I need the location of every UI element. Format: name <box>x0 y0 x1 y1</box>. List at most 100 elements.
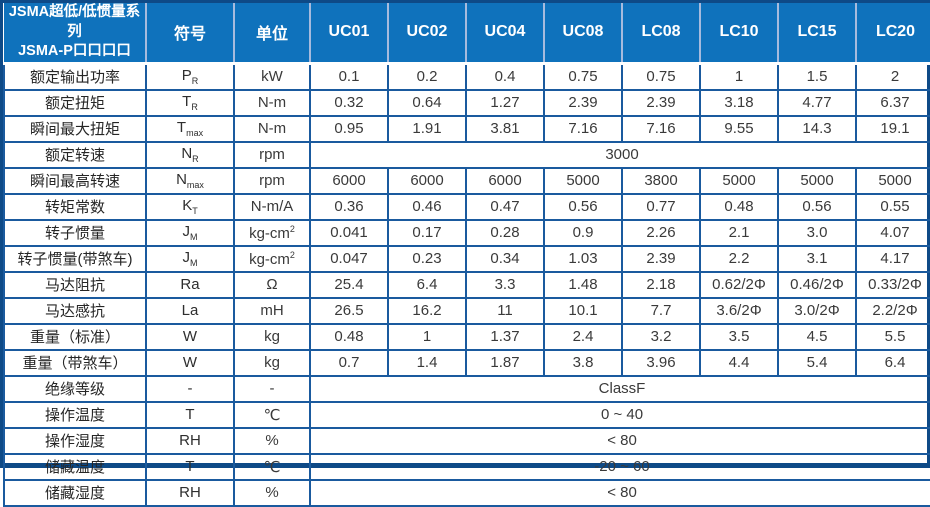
value-cell: 0.33/2Φ <box>855 270 930 299</box>
unit-cell: kg-cm2 <box>233 244 311 273</box>
value-cell: 2.4 <box>543 322 623 351</box>
value-cell: 0.77 <box>621 192 701 221</box>
value-cell: 0.47 <box>465 192 545 221</box>
symbol-text: W <box>182 354 198 372</box>
symbol-cell: Nmax <box>145 166 235 195</box>
value-cell: 1.03 <box>543 244 623 273</box>
value-cell: 1.27 <box>465 88 545 117</box>
merged-value-cell: < 80 <box>309 478 930 507</box>
table-row: 转矩常数 KT N-m/A 0.36 0.46 0.47 0.56 0.77 0.48 0.56 0… <box>3 192 930 221</box>
value-cell: 4.4 <box>699 348 779 377</box>
value-cell: 0.047 <box>309 244 389 273</box>
value-cell: 3.6/2Φ <box>699 296 779 325</box>
model-column-header: UC04 <box>465 3 544 65</box>
symbol-subscript: M <box>190 258 198 269</box>
table-row: 瞬间最高转速 Nmax rpm 6000 6000 6000 5000 3800 5000 500… <box>3 166 930 195</box>
row-label-cell: 额定扭矩 <box>3 88 147 117</box>
value-cell: 9.55 <box>699 114 779 143</box>
symbol-subscript: T <box>192 206 198 217</box>
symbol-subscript: max <box>186 128 204 139</box>
symbol-text: P <box>181 67 192 85</box>
merged-value-cell: 3000 <box>309 140 930 169</box>
value-cell: 5000 <box>855 166 930 195</box>
row-label-cell: 瞬间最高转速 <box>3 166 147 195</box>
value-cell: 0.9 <box>543 218 623 247</box>
spec-table: JSMA超低/低惯量系列 JSMA-P口口口口 符号 单位 UC01 UC02 UC… <box>3 3 930 507</box>
unit-text: % <box>265 484 279 502</box>
symbol-text: T <box>176 119 187 137</box>
symbol-text: W <box>182 328 198 346</box>
symbol-cell: W <box>145 322 235 351</box>
value-cell: 0.041 <box>309 218 389 247</box>
unit-text: N-m/A <box>250 198 294 216</box>
value-cell: 4.5 <box>777 322 857 351</box>
symbol-text: K <box>182 197 193 215</box>
value-cell: 3800 <box>621 166 701 195</box>
table-row: 额定输出功率 PR kW 0.1 0.2 0.4 0.75 0.75 1 1.5 2 <box>3 62 930 91</box>
unit-cell: Ω <box>233 270 311 299</box>
value-cell: 0.64 <box>387 88 467 117</box>
value-cell: 3.5 <box>699 322 779 351</box>
value-cell: 5000 <box>777 166 857 195</box>
symbol-text: J <box>182 223 191 241</box>
unit-cell: N-m <box>233 114 311 143</box>
value-cell: 2.18 <box>621 270 701 299</box>
row-label-cell: 额定转速 <box>3 140 147 169</box>
symbol-text: RH <box>179 484 201 502</box>
value-cell: 0.95 <box>309 114 389 143</box>
value-cell: 5000 <box>699 166 779 195</box>
value-cell: 10.1 <box>543 296 623 325</box>
value-cell: 0.62/2Φ <box>699 270 779 299</box>
value-cell: 1.5 <box>777 62 857 91</box>
unit-text: - <box>269 380 275 398</box>
symbol-cell: PR <box>145 62 235 91</box>
symbol-text: N <box>176 171 187 189</box>
unit-text: kg <box>264 354 280 372</box>
series-title-line2: JSMA-P口口口口 <box>18 43 131 60</box>
unit-cell: N-m/A <box>233 192 311 221</box>
model-column-header: LC08 <box>621 3 700 65</box>
value-cell: 0.7 <box>309 348 389 377</box>
symbol-text: La <box>181 302 199 320</box>
unit-cell: % <box>233 478 311 507</box>
row-label-cell: 操作湿度 <box>3 426 147 455</box>
unit-cell: kW <box>233 62 311 91</box>
value-cell: 2.39 <box>621 244 701 273</box>
symbol-text: J <box>182 249 191 267</box>
value-cell: 0.46 <box>387 192 467 221</box>
table-row: 额定扭矩 TR N-m 0.32 0.64 1.27 2.39 2.39 3.18 4.77 6.3… <box>3 88 930 117</box>
header-row: JSMA超低/低惯量系列 JSMA-P口口口口 符号 单位 UC01 UC02 UC… <box>4 3 930 65</box>
symbol-cell: JM <box>145 244 235 273</box>
row-label-cell: 额定输出功率 <box>3 62 147 91</box>
symbol-cell: Tmax <box>145 114 235 143</box>
value-cell: 26.5 <box>309 296 389 325</box>
value-cell: 11 <box>465 296 545 325</box>
symbol-cell: KT <box>145 192 235 221</box>
value-cell: 0.48 <box>699 192 779 221</box>
unit-text: rpm <box>259 172 285 190</box>
value-cell: 4.07 <box>855 218 930 247</box>
value-cell: 3.1 <box>777 244 857 273</box>
row-label-cell: 马达感抗 <box>3 296 147 325</box>
symbol-text: - <box>187 380 193 398</box>
value-cell: 3.3 <box>465 270 545 299</box>
row-label-cell: 储藏温度 <box>3 452 147 481</box>
value-cell: 5.5 <box>855 322 930 351</box>
spec-table-body: 额定输出功率 PR kW 0.1 0.2 0.4 0.75 0.75 1 1.5 2 额定扭矩 TR N-… <box>3 62 930 507</box>
symbol-cell: La <box>145 296 235 325</box>
value-cell: 0.32 <box>309 88 389 117</box>
value-cell: 7.7 <box>621 296 701 325</box>
value-cell: 16.2 <box>387 296 467 325</box>
row-label-cell: 转矩常数 <box>3 192 147 221</box>
table-row: 操作温度 T ℃ 0 ~ 40 <box>3 400 930 429</box>
row-label-cell: 瞬间最大扭矩 <box>3 114 147 143</box>
value-cell: 3.8 <box>543 348 623 377</box>
unit-text: Ω <box>266 276 278 294</box>
value-cell: 0.56 <box>543 192 623 221</box>
unit-cell: kg <box>233 322 311 351</box>
unit-superscript: 2 <box>289 249 295 260</box>
value-cell: 0.75 <box>621 62 701 91</box>
value-cell: 0.28 <box>465 218 545 247</box>
symbol-cell: TR <box>145 88 235 117</box>
value-cell: 2.2/2Φ <box>855 296 930 325</box>
